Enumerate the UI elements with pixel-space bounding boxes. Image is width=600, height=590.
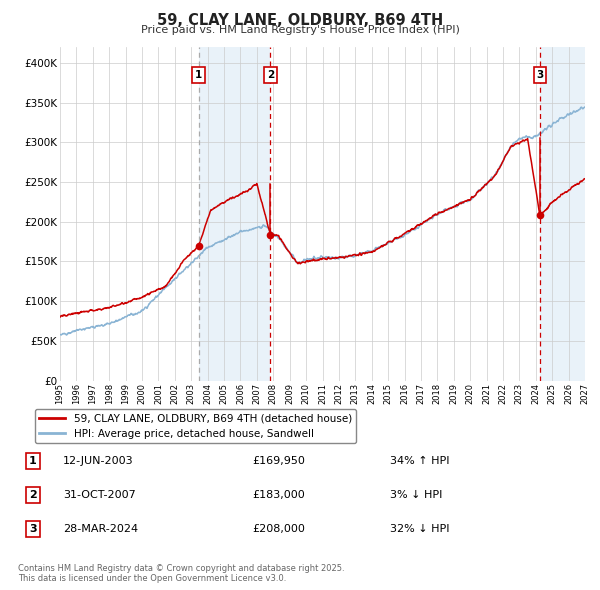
Text: 2: 2 (267, 70, 274, 80)
Bar (540, 47, 585, 381)
Text: 1: 1 (29, 457, 37, 466)
Text: 59, CLAY LANE, OLDBURY, B69 4TH: 59, CLAY LANE, OLDBURY, B69 4TH (157, 13, 443, 28)
Legend: 59, CLAY LANE, OLDBURY, B69 4TH (detached house), HPI: Average price, detached h: 59, CLAY LANE, OLDBURY, B69 4TH (detache… (35, 409, 356, 443)
Bar (540, 47, 585, 381)
Text: 34% ↑ HPI: 34% ↑ HPI (390, 457, 449, 466)
Text: 2: 2 (29, 490, 37, 500)
Text: £169,950: £169,950 (252, 457, 305, 466)
Text: 3: 3 (29, 524, 37, 533)
Text: 12-JUN-2003: 12-JUN-2003 (63, 457, 134, 466)
Bar (199, 47, 271, 381)
Text: £183,000: £183,000 (252, 490, 305, 500)
Text: 1: 1 (195, 70, 202, 80)
Text: 3: 3 (536, 70, 544, 80)
Text: 32% ↓ HPI: 32% ↓ HPI (390, 524, 449, 533)
Text: Contains HM Land Registry data © Crown copyright and database right 2025.
This d: Contains HM Land Registry data © Crown c… (18, 563, 344, 583)
Text: 31-OCT-2007: 31-OCT-2007 (63, 490, 136, 500)
Text: 28-MAR-2024: 28-MAR-2024 (63, 524, 138, 533)
Text: £208,000: £208,000 (252, 524, 305, 533)
Text: Price paid vs. HM Land Registry's House Price Index (HPI): Price paid vs. HM Land Registry's House … (140, 25, 460, 35)
Text: 3% ↓ HPI: 3% ↓ HPI (390, 490, 442, 500)
